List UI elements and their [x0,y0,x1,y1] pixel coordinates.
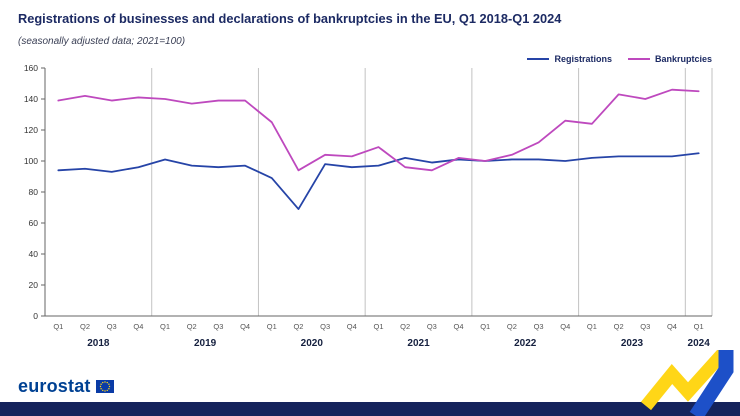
eurostat-logo-text: eurostat [18,376,91,396]
quarter-label: Q4 [133,322,143,331]
quarter-label: Q2 [293,322,303,331]
decorative-ribbon-icon [640,350,734,416]
legend-label: Registrations [554,54,612,64]
y-tick-label: 60 [29,218,39,228]
quarter-label: Q1 [694,322,704,331]
quarter-label: Q1 [587,322,597,331]
y-tick-label: 120 [24,125,38,135]
page-title: Registrations of businesses and declarat… [18,11,562,26]
legend-label: Bankruptcies [654,54,712,64]
year-label: 2021 [407,338,430,349]
year-label: 2018 [87,338,110,349]
quarter-label: Q3 [640,322,650,331]
y-tick-label: 160 [24,63,38,73]
y-tick-label: 80 [29,187,39,197]
line-chart: 2018 2019 2020 2021 2022 2023 2024 0 20 40 60 80 100… [24,63,713,349]
quarter-label: Q4 [560,322,570,331]
quarter-label: Q4 [667,322,677,331]
quarter-label: Q1 [160,322,170,331]
quarter-label: Q1 [480,322,490,331]
eu-flag-icon [95,380,114,393]
quarter-label: Q2 [614,322,624,331]
year-label: 2023 [621,338,644,349]
footer-bar [0,402,740,416]
bankruptcies-line [57,88,700,172]
legend-item-registrations: Registrations [527,54,612,64]
quarter-label: Q3 [213,322,223,331]
year-label: 2024 [688,338,711,349]
y-tick-label: 140 [24,94,38,104]
y-tick-label: 100 [24,156,38,166]
quarter-label: Q1 [373,322,383,331]
quarter-label: Q1 [267,322,277,331]
quarter-label: Q3 [320,322,330,331]
quarter-label: Q4 [454,322,464,331]
chart-legend: Registrations Bankruptcies [527,54,712,64]
year-label: 2022 [514,338,537,349]
legend-line-sample [527,58,550,60]
quarter-label: Q1 [53,322,63,331]
quarter-label: Q2 [187,322,197,331]
year-label: 2020 [301,338,324,349]
quarter-label: Q4 [240,322,250,331]
legend-item-bankruptcies: Bankruptcies [627,54,712,64]
quarter-label: Q4 [347,322,357,331]
legend-line-sample [627,58,650,60]
y-tick-label: 20 [29,280,39,290]
registrations-line [57,152,700,210]
y-tick-label: 0 [33,311,38,321]
quarter-label: Q2 [400,322,410,331]
quarter-label: Q2 [507,322,517,331]
quarter-label: Q3 [534,322,544,331]
eurostat-logo: eurostat [18,376,114,397]
y-tick-label: 40 [29,249,39,259]
chart-subtitle: (seasonally adjusted data; 2021=100) [18,36,186,47]
quarter-label: Q2 [80,322,90,331]
year-label: 2019 [194,338,217,349]
quarter-label: Q3 [427,322,437,331]
quarter-label: Q3 [107,322,117,331]
